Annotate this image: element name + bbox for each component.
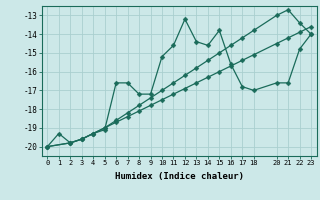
X-axis label: Humidex (Indice chaleur): Humidex (Indice chaleur) — [115, 172, 244, 181]
